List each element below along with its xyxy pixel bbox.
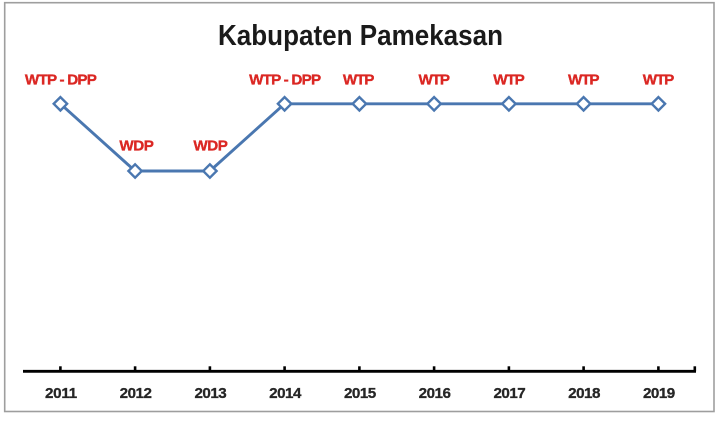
svg-text:2013: 2013	[194, 385, 226, 402]
svg-text:2015: 2015	[344, 385, 377, 402]
svg-text:2018: 2018	[568, 385, 600, 402]
svg-text:WTP - DPP: WTP - DPP	[249, 72, 321, 89]
svg-text:2011: 2011	[45, 385, 78, 402]
svg-text:WTP: WTP	[568, 72, 600, 89]
svg-text:2019: 2019	[643, 385, 675, 402]
svg-text:WTP: WTP	[643, 72, 675, 89]
svg-text:Kabupaten Pamekasan: Kabupaten Pamekasan	[218, 20, 503, 52]
svg-text:WTP: WTP	[419, 72, 451, 89]
svg-text:WDP: WDP	[119, 138, 154, 155]
svg-text:2014: 2014	[269, 385, 302, 402]
svg-text:WTP: WTP	[493, 72, 525, 89]
svg-text:WTP: WTP	[343, 72, 375, 89]
svg-text:WDP: WDP	[193, 138, 228, 155]
svg-text:2016: 2016	[419, 385, 451, 402]
svg-text:2012: 2012	[120, 385, 152, 402]
svg-text:WTP - DPP: WTP - DPP	[25, 72, 97, 89]
svg-text:2017: 2017	[493, 385, 525, 402]
